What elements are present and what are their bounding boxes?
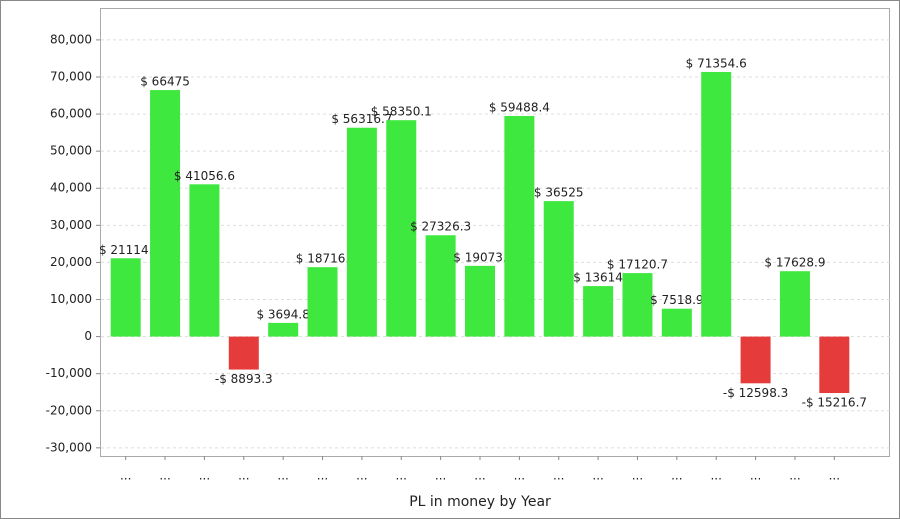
bar [150,90,181,337]
y-tick-label: 40,000 [50,181,92,195]
value-label: $ 13614 [573,271,623,285]
x-tick-label: ... [553,469,564,483]
value-label: -$ 15216.7 [802,396,867,410]
bar [465,265,495,337]
bar [543,201,574,337]
y-tick-label: 30,000 [50,218,92,232]
value-label: $ 66475 [140,75,190,89]
y-tick-label: 70,000 [50,69,92,83]
value-label: $ 18716. [296,252,349,266]
bar [819,336,850,394]
x-tick-label: ... [789,469,800,483]
bar [189,184,220,337]
bar [307,267,338,337]
x-tick-label: ... [238,469,249,483]
y-tick-label: 0 [84,329,92,343]
bar [622,273,653,337]
value-label: $ 19073. [453,250,506,264]
value-label: $ 58350.1 [371,105,432,119]
value-label: $ 17628.9 [764,256,825,270]
bar [779,271,810,337]
value-label: $ 21114. [99,243,152,257]
y-tick-label: 10,000 [50,292,92,306]
bar [268,322,299,337]
bar [110,258,141,337]
y-tick-label: -20,000 [46,403,92,417]
value-label: $ 71354.6 [686,56,747,70]
y-tick-label: 50,000 [50,144,92,158]
x-axis-title: PL in money by Year [409,494,551,510]
x-tick-label: ... [710,469,721,483]
x-tick-label: ... [671,469,682,483]
y-tick-label: 60,000 [50,107,92,121]
bar [228,336,259,370]
value-label: $ 17120.7 [607,258,668,272]
x-tick-label: ... [317,469,328,483]
bar [661,308,692,337]
y-tick-label: -10,000 [46,366,92,380]
value-label: $ 36525 [534,186,584,200]
value-label: $ 56316.7 [331,112,392,126]
x-tick-label: ... [632,469,643,483]
bar [583,286,614,337]
bar [386,120,417,337]
value-label: $ 41056.6 [174,169,235,183]
y-tick-label: 80,000 [50,32,92,46]
value-label: $ 27326.3 [410,220,471,234]
y-tick-label: 20,000 [50,255,92,269]
bar [701,71,732,337]
x-tick-label: ... [396,469,407,483]
x-tick-label: ... [159,469,170,483]
x-tick-label: ... [435,469,446,483]
x-tick-label: ... [120,469,131,483]
value-label: -$ 8893.3 [215,372,273,386]
x-tick-label: ... [829,469,840,483]
x-tick-label: ... [356,469,367,483]
value-label: $ 59488.4 [489,100,550,114]
x-tick-label: ... [474,469,485,483]
bar [425,235,456,337]
x-tick-label: ... [514,469,525,483]
y-tick-label: -30,000 [46,440,92,454]
x-tick-label: ... [592,469,603,483]
value-label: $ 3694.8 [256,307,309,321]
bar [504,115,535,337]
value-label: -$ 12598.3 [723,386,788,400]
x-tick-label: ... [277,469,288,483]
bar [740,336,771,384]
x-tick-label: ... [199,469,210,483]
value-label: $ 7518.9 [650,293,703,307]
x-tick-label: ... [750,469,761,483]
bar [346,127,377,337]
